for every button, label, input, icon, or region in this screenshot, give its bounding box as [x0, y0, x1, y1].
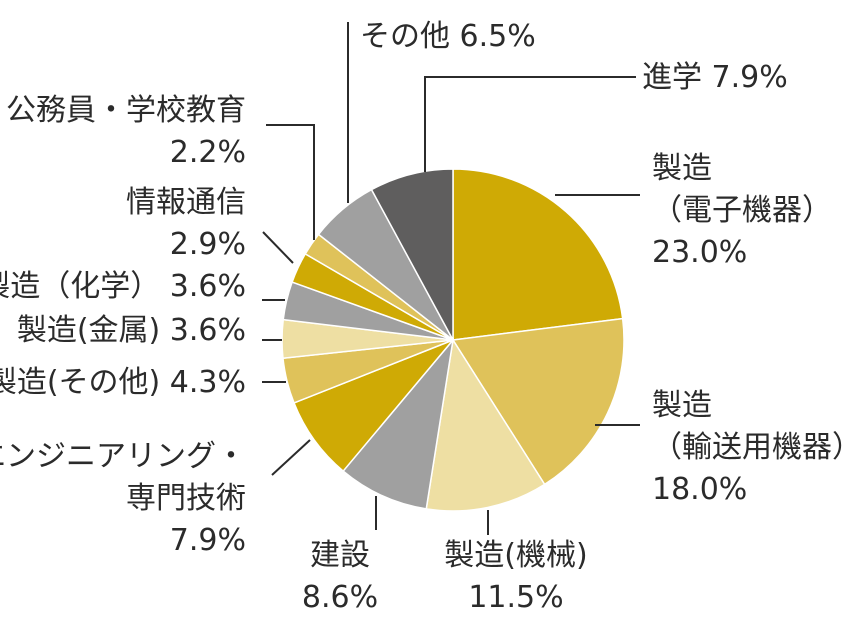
slice-label: （輸送用機器）	[652, 430, 862, 465]
pie-slice	[451, 317, 625, 486]
slice-label: 製造	[652, 388, 712, 423]
slice-label: 製造(機械)	[444, 538, 587, 573]
slice-label: 公務員・学校教育	[6, 93, 246, 128]
slice-label: 進学 7.9%	[642, 60, 788, 95]
slice-value-label: 11.5%	[468, 580, 563, 615]
slice-value-label: 2.2%	[170, 135, 246, 170]
slice-label: 製造（化学） 3.6%	[0, 269, 246, 304]
slice-label: 専門技術	[126, 481, 246, 516]
slice-labels: 製造 （電子機器） 23.0% 製造 （輸送用機器） 18.0% 製造(機械) 11.5% 建設…	[0, 19, 862, 615]
slice-value-label: 23.0%	[652, 235, 747, 270]
slice-label: 製造(金属) 3.6%	[17, 313, 246, 348]
leader-line	[266, 124, 315, 240]
slice-value-label: 7.9%	[170, 523, 246, 558]
slice-label: エンジニアリング・	[0, 439, 246, 474]
slice-value-label: 2.9%	[170, 227, 246, 262]
slice-label: （電子機器）	[652, 193, 832, 228]
slice-label: その他 6.5%	[360, 19, 536, 54]
pie-slice	[342, 337, 455, 510]
slice-label: 製造	[652, 151, 712, 186]
slice-value-label: 18.0%	[652, 472, 747, 507]
leader-lines	[262, 22, 640, 535]
pie-slice	[425, 337, 546, 512]
pie-slices	[281, 168, 625, 512]
pie-slice	[452, 168, 624, 341]
leader-line	[271, 439, 311, 476]
leader-line	[262, 231, 294, 264]
slice-value-label: 8.6%	[302, 580, 378, 615]
pie-slice	[370, 168, 454, 341]
slice-label: 建設	[310, 538, 370, 573]
leader-line	[424, 76, 636, 172]
slice-label: 製造(その他) 4.3%	[0, 365, 246, 400]
slice-label: 情報通信	[126, 185, 246, 220]
